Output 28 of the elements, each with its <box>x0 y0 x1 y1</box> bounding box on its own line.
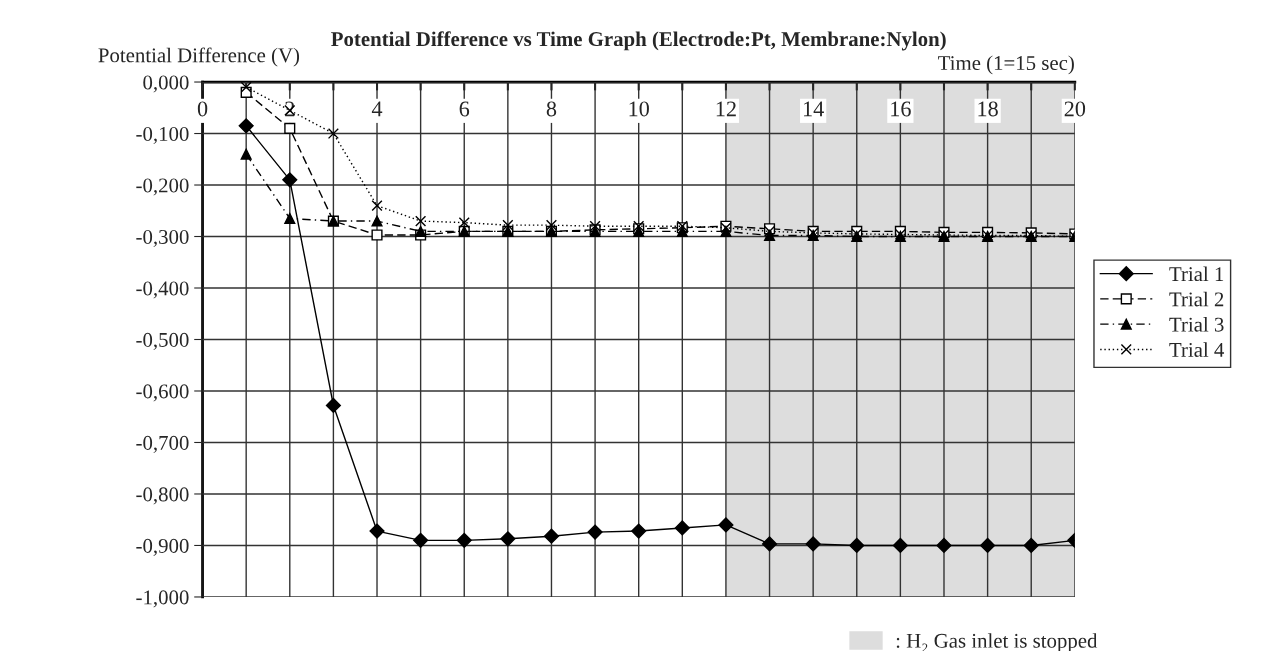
legend-label: Trial 2 <box>1169 291 1224 307</box>
x-tick-label: 6 <box>459 101 470 117</box>
y-tick-label: -0,200 <box>136 178 189 196</box>
y-tick-label: -0,700 <box>136 435 189 453</box>
legend-label: Trial 3 <box>1169 317 1224 332</box>
chart-title: Potential Difference vs Time Graph (Electrode:Pt, Membrane:Nylon) <box>331 31 946 51</box>
y-tick-label: -0,500 <box>136 332 189 350</box>
x-axis-title: Time (1=15 sec) <box>938 55 1074 75</box>
x-tick-label: 10 <box>629 101 649 117</box>
y-axis-title: Potential Difference (V) <box>98 47 300 67</box>
y-tick-label: -0,300 <box>136 229 189 247</box>
x-tick-label: 4 <box>371 101 383 117</box>
x-tick-label: 18 <box>978 101 998 117</box>
y-tick-label: -0,100 <box>136 126 189 144</box>
y-tick-label: -0,400 <box>136 281 189 299</box>
x-tick-label: 8 <box>546 101 557 117</box>
legend-label: Trial 1 <box>1169 266 1224 282</box>
x-tick-label: 12 <box>716 101 736 117</box>
y-tick-label: -0,800 <box>136 487 189 505</box>
y-tick-label: -1,000 <box>136 590 189 608</box>
y-tick-label: -0,900 <box>136 538 189 556</box>
x-tick-label: 20 <box>1064 101 1086 117</box>
x-tick-label: 16 <box>891 101 911 117</box>
x-tick-label: 14 <box>804 101 824 117</box>
x-tick-label: 0 <box>197 101 208 117</box>
legend-label: Trial 4 <box>1169 342 1225 357</box>
y-tick-label: -0,600 <box>136 384 189 402</box>
y-tick-label: 0,000 <box>143 75 189 93</box>
